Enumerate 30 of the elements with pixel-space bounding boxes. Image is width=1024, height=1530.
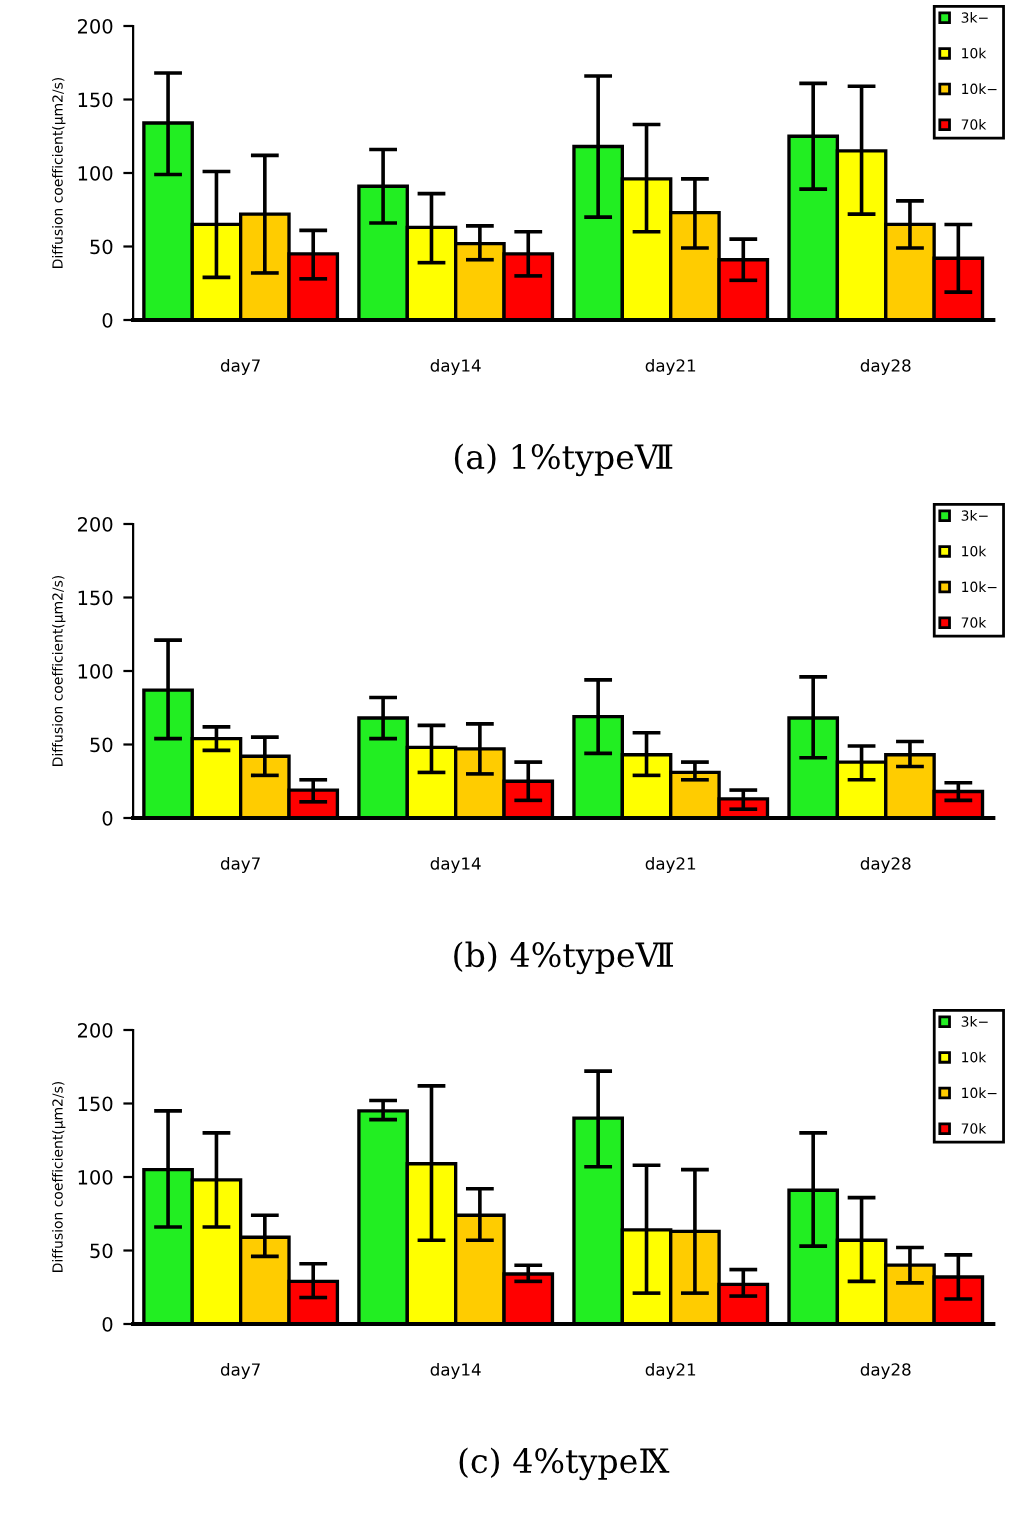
y-tick-label: 100	[78, 1169, 113, 1185]
x-tick-label: day7	[220, 856, 260, 874]
y-tick-label: 200	[77, 18, 113, 34]
y-tick-label: 50	[90, 737, 113, 753]
y-tick-label: 50	[90, 239, 113, 255]
x-tick-label: day21	[645, 1362, 696, 1380]
x-tick-label: day28	[860, 856, 911, 874]
y-tick-label: 0	[102, 312, 113, 328]
x-tick-label: day28	[860, 358, 911, 376]
y-tick-label: 0	[102, 810, 113, 826]
x-tick-label: day7	[220, 1362, 260, 1380]
y-tick-label: 200	[77, 516, 113, 532]
x-tick-label: day14	[430, 1362, 481, 1380]
x-tick-label: day28	[860, 1362, 911, 1380]
text: (b) 4%typeⅦ	[454, 941, 674, 975]
y-tick-label: 150	[78, 92, 113, 108]
y-tick-label: 100	[78, 663, 113, 679]
x-tick-label: day14	[430, 856, 481, 874]
y-tick-label: 200	[77, 1022, 113, 1038]
y-tick-label: 150	[78, 590, 113, 606]
x-tick-label: day21	[645, 856, 696, 874]
y-tick-label: 100	[78, 165, 113, 181]
y-tick-label: 0	[102, 1316, 113, 1332]
x-tick-label: day14	[430, 358, 481, 376]
y-tick-label: 150	[78, 1096, 113, 1112]
text: (c) 4%typeⅨ	[459, 1447, 670, 1481]
x-tick-label: day21	[645, 358, 696, 376]
y-tick-label: 50	[90, 1243, 113, 1259]
x-tick-label: day7	[220, 358, 260, 376]
text: (a) 1%typeⅦ	[454, 443, 673, 477]
